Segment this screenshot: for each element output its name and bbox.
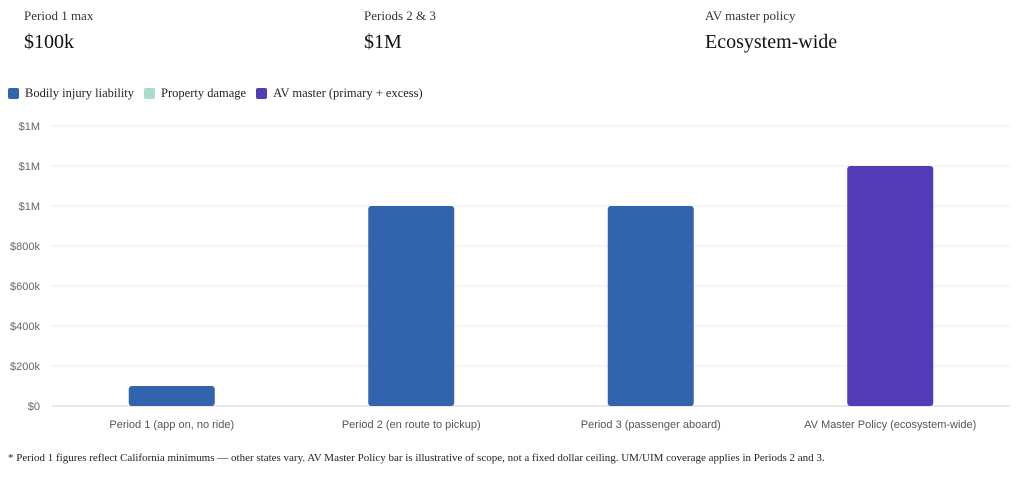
bar (607, 206, 694, 406)
legend-label: Property damage (161, 86, 247, 100)
y-tick-label: $1M (19, 201, 40, 213)
bar-chart: $0 $200k $400k $600k $800k $1M $1M $1M Period 1 … (10, 121, 1010, 431)
x-tick-label: AV Master Policy (ecosystem-wide) (804, 419, 976, 431)
bar (368, 206, 455, 406)
y-tick-label: $1M (19, 161, 40, 173)
stat-periods-2-3: Periods 2 & 3 $1M (364, 8, 664, 54)
x-tick-label: Period 1 (app on, no ride) (109, 419, 234, 431)
x-tick-label: Period 3 (passenger aboard) (581, 419, 721, 431)
y-tick-label: $400k (10, 321, 40, 333)
stat-period-1-max: Period 1 max $100k (24, 8, 324, 54)
stat-label: Period 1 max (24, 8, 94, 23)
stat-label: AV master policy (705, 8, 796, 23)
legend-item-av-master[interactable]: AV master (primary + excess) (256, 86, 423, 101)
legend-label: AV master (primary + excess) (273, 86, 423, 100)
stat-label: Periods 2 & 3 (364, 8, 436, 23)
stat-value: $1M (364, 31, 402, 53)
legend-item-bodily-injury[interactable]: Bodily injury liability (8, 86, 134, 101)
chart-footnote: * Period 1 figures reflect California mi… (8, 452, 825, 464)
y-tick-label: $800k (10, 241, 40, 253)
chart-legend: Bodily injury liability Property damage … (8, 86, 433, 101)
bar (128, 386, 215, 406)
y-tick-label: $0 (28, 401, 40, 413)
bar (847, 166, 934, 406)
y-tick-label: $1M (19, 121, 40, 133)
legend-swatch (8, 88, 19, 99)
y-tick-label: $600k (10, 281, 40, 293)
legend-item-property-damage[interactable]: Property damage (144, 86, 246, 101)
x-tick-label: Period 2 (en route to pickup) (342, 419, 481, 431)
stat-av-master-policy: AV master policy Ecosystem-wide (705, 8, 1005, 54)
stat-value: Ecosystem-wide (705, 31, 838, 53)
legend-swatch (256, 88, 268, 99)
legend-swatch (144, 88, 156, 99)
stat-value: $100k (24, 31, 74, 53)
legend-label: Bodily injury liability (25, 86, 135, 100)
y-tick-label: $200k (10, 361, 40, 373)
